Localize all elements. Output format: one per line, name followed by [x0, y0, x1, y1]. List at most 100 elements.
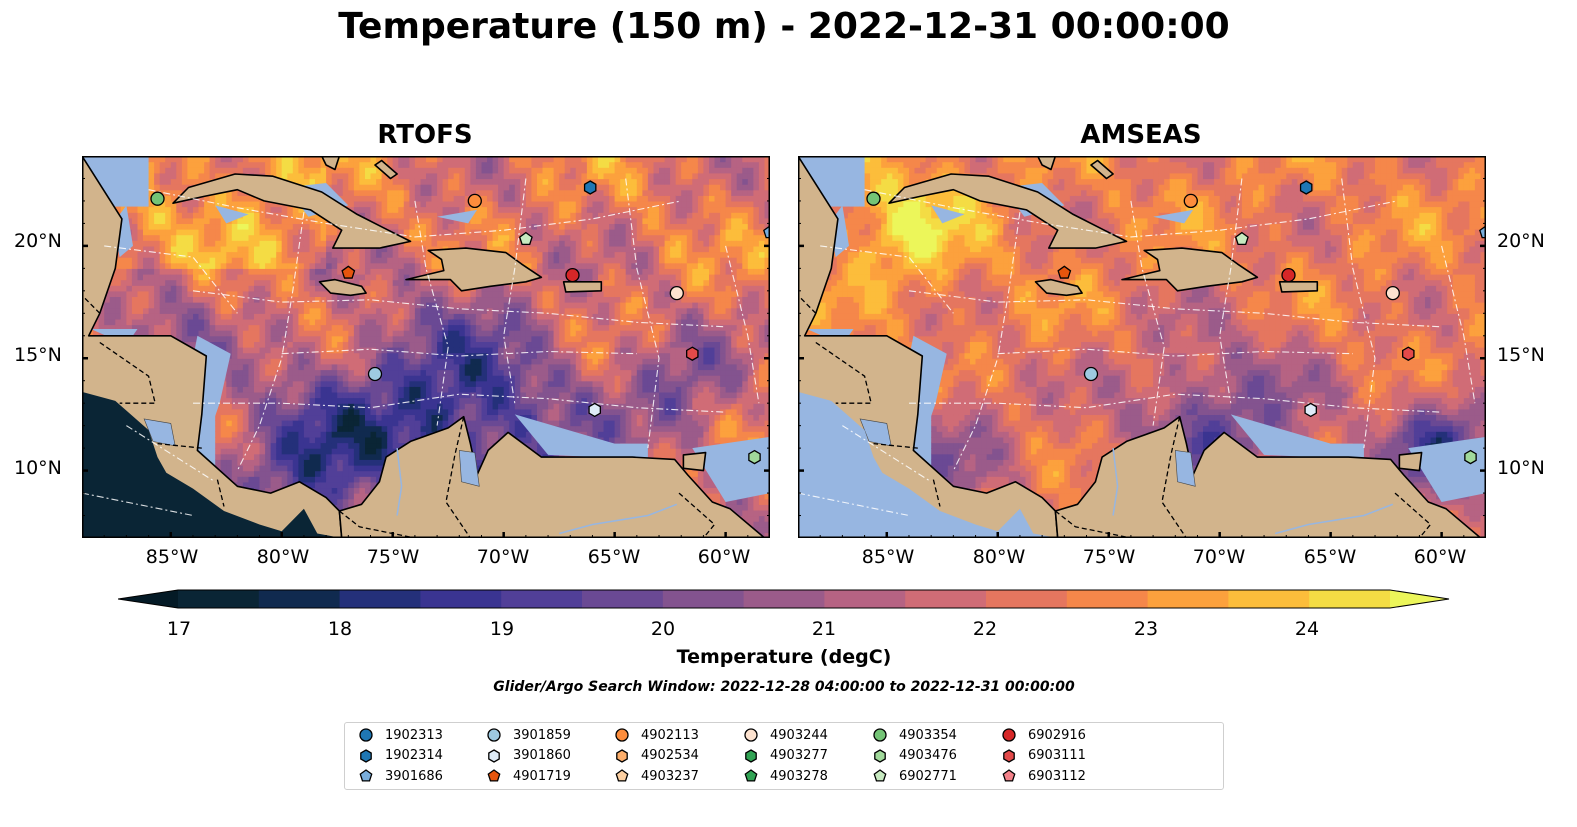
hexagon-marker-icon	[488, 748, 500, 763]
shallow-shelf	[931, 205, 965, 224]
map-frame	[798, 156, 1486, 538]
eez-boundary	[414, 200, 449, 426]
lon-label: 65°W	[587, 546, 641, 568]
legend-label: 4903237	[641, 768, 699, 784]
hexagon-marker-icon	[360, 748, 372, 763]
lon-label: 70°W	[1192, 546, 1246, 568]
colorbar-segment	[824, 590, 906, 608]
land-jamaica	[1034, 278, 1083, 297]
eez-boundary	[798, 492, 910, 517]
float-marker-4903354	[866, 191, 881, 206]
float-marker-3901859	[367, 366, 383, 382]
lon-label: 70°W	[476, 546, 530, 568]
eez-boundary	[1219, 178, 1243, 404]
eez-boundary	[104, 245, 238, 314]
float-marker-3901859	[1083, 366, 1099, 382]
legend-item-3901860: 3901860	[485, 746, 571, 766]
colorbar-segment	[743, 590, 825, 608]
float-marker-6902771	[1234, 231, 1249, 246]
lat-label-right: 10°N	[1497, 457, 1545, 479]
float-marker-3901686	[1479, 225, 1486, 239]
legend-marker	[360, 748, 372, 763]
legend-item-6903111: 6903111	[1000, 746, 1086, 766]
float-marker-4901719	[1057, 265, 1072, 279]
lat-label-left: 10°N	[14, 457, 62, 479]
shallow-shelf	[437, 209, 477, 224]
legend-item-4901719: 4901719	[485, 766, 571, 786]
legend-marker	[1002, 728, 1016, 742]
colorbar-extend-high	[1390, 590, 1449, 608]
legend-item-1902313: 1902313	[357, 725, 443, 745]
legend-marker	[745, 748, 757, 763]
legend-item-4902113: 4902113	[613, 725, 699, 745]
country-border	[815, 341, 873, 404]
legend-item-6902771: 6902771	[871, 766, 957, 786]
lon-label: 75°W	[366, 546, 420, 568]
colorbar-segment	[420, 590, 502, 608]
circle-marker-icon	[615, 728, 629, 742]
eez-boundary	[909, 393, 1442, 413]
legend-marker	[615, 769, 629, 782]
lat-label-left: 15°N	[14, 344, 62, 366]
amseas-map[interactable]	[798, 156, 1486, 538]
land-hispaniola	[405, 247, 543, 292]
legend-item-6903112: 6903112	[1000, 766, 1086, 786]
land-hispaniola	[1121, 247, 1259, 292]
legend-label: 4903277	[770, 748, 828, 763]
colorbar-tick: 18	[327, 618, 353, 640]
pentagon-marker-icon	[615, 769, 629, 782]
lon-label: 80°W	[256, 546, 310, 568]
colorbar-segment	[662, 590, 745, 608]
eez-boundary	[148, 189, 682, 238]
figure-title: Temperature (150 m) - 2022-12-31 00:00:0…	[338, 6, 1230, 47]
land-trinidad	[1398, 451, 1423, 472]
pentagon-marker-icon	[487, 769, 501, 782]
circle-marker-icon	[1002, 728, 1016, 742]
legend-item-4903237: 4903237	[613, 766, 699, 786]
shallow-shelf	[215, 205, 249, 224]
float-marker-4902113	[1183, 193, 1198, 209]
legend-label: 6902916	[1028, 727, 1086, 743]
float-marker-3901686	[763, 225, 770, 239]
legend-marker	[359, 769, 373, 782]
colorbar-tick: 23	[1133, 618, 1159, 640]
lake	[1174, 450, 1196, 487]
float-marker-6902916	[565, 267, 580, 283]
eez-boundary	[281, 348, 637, 357]
panel-title-amseas: AMSEAS	[1080, 120, 1202, 150]
legend-label: 4902113	[641, 727, 699, 743]
lon-label: 65°W	[1303, 546, 1357, 568]
pentagon-marker-icon	[873, 769, 887, 782]
country-border	[932, 479, 941, 507]
legend-label: 4902534	[641, 748, 699, 763]
land-cuba	[172, 173, 412, 249]
legend-item-4902534: 4902534	[613, 746, 699, 766]
legend-label: 1902313	[385, 727, 443, 743]
lon-label: 60°W	[697, 546, 751, 568]
colorbar-segment	[1147, 590, 1229, 608]
legend-marker	[873, 769, 887, 782]
river	[396, 448, 403, 516]
colorbar-tick: 20	[650, 618, 676, 640]
land-puertorico	[1278, 281, 1319, 293]
colorbar-segment	[986, 590, 1068, 608]
legend-marker	[487, 769, 501, 782]
eez-boundary	[952, 212, 1021, 471]
legend-label: 3901860	[513, 748, 571, 763]
float-marker-4901719	[341, 265, 356, 279]
legend-item-4903354: 4903354	[871, 725, 957, 745]
legend-label: 4903354	[899, 727, 957, 743]
colorbar-tick: 24	[1294, 618, 1320, 640]
float-marker-3901860	[1304, 402, 1317, 418]
colorbar-segment	[258, 590, 341, 608]
panel-title-rtofs: RTOFS	[377, 120, 473, 150]
legend-item-3901859: 3901859	[485, 725, 571, 745]
float-marker-4903244	[669, 285, 684, 301]
temperature-colorbar	[118, 589, 1450, 609]
legend-label: 3901686	[385, 768, 443, 784]
rtofs-map[interactable]	[82, 156, 770, 538]
lon-label: 75°W	[1082, 546, 1136, 568]
pentagon-marker-icon	[744, 769, 758, 782]
legend-marker	[744, 728, 758, 742]
eez-boundary	[192, 290, 726, 328]
